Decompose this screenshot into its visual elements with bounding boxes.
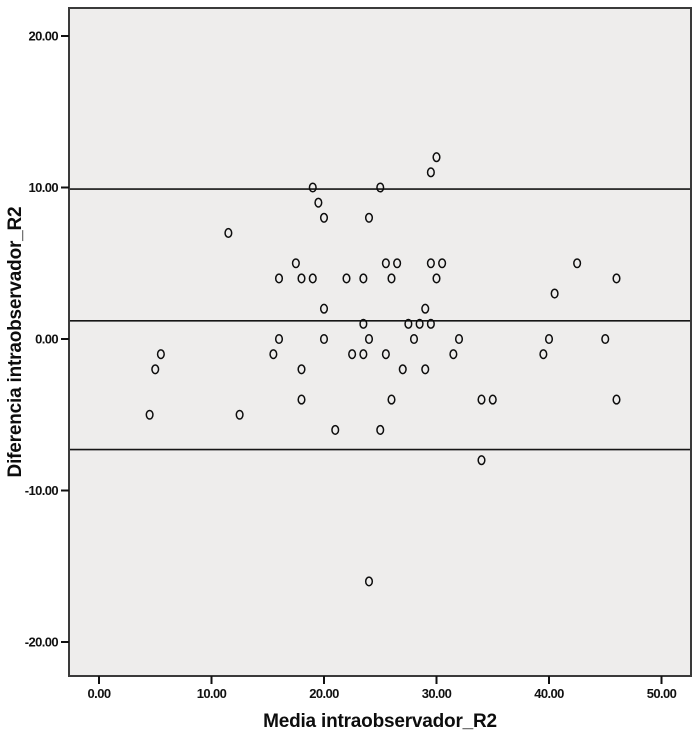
data-point-marker	[550, 288, 559, 299]
data-point-marker	[359, 349, 368, 360]
data-point-marker	[393, 258, 402, 269]
data-point-marker	[319, 212, 329, 223]
data-point-marker	[274, 273, 284, 284]
data-point-marker	[488, 394, 497, 405]
data-point-marker	[539, 349, 548, 360]
x-tick-label: 10.00	[197, 686, 227, 701]
data-point-marker	[376, 182, 385, 193]
data-point-marker	[438, 258, 447, 269]
y-tick-label: 0.00	[35, 332, 58, 347]
y-tick-label: -20.00	[25, 635, 59, 650]
data-point-marker	[426, 167, 435, 178]
data-point-marker	[359, 273, 368, 284]
data-point-marker	[421, 364, 430, 375]
data-point-marker	[297, 273, 306, 284]
data-point-marker	[359, 318, 368, 329]
data-point-marker	[151, 364, 160, 375]
data-point-marker	[421, 303, 430, 314]
data-point-marker	[409, 333, 419, 345]
data-point-marker	[477, 455, 486, 466]
data-point-marker	[387, 394, 396, 405]
data-point-marker	[612, 273, 621, 284]
data-point-marker	[381, 349, 390, 360]
y-tick-label: 10.00	[28, 180, 58, 195]
data-point-marker	[342, 273, 351, 284]
data-point-marker	[235, 409, 244, 420]
data-point-marker	[398, 364, 407, 375]
data-point-marker	[573, 258, 582, 269]
data-point-marker	[364, 576, 374, 587]
data-point-marker	[432, 273, 441, 284]
data-point-marker	[477, 394, 486, 405]
data-point-marker	[314, 197, 323, 208]
data-point-marker	[274, 333, 284, 345]
x-axis-label: Media intraobservador_R2	[263, 711, 497, 732]
data-point-marker	[319, 333, 329, 345]
data-point-marker	[426, 258, 435, 269]
data-point-marker	[308, 182, 317, 193]
data-point-marker	[449, 349, 458, 360]
plot-border	[68, 7, 692, 677]
data-point-marker	[364, 212, 374, 223]
data-point-marker	[224, 227, 233, 238]
data-point-marker	[426, 318, 435, 329]
y-tick-label: -10.00	[25, 483, 59, 498]
data-point-marker	[308, 273, 317, 284]
data-point-marker	[415, 318, 424, 329]
data-point-marker	[331, 424, 340, 435]
data-point-marker	[156, 349, 165, 360]
data-point-marker	[381, 258, 390, 269]
y-tick-label: 20.00	[28, 29, 58, 44]
data-point-marker	[387, 273, 396, 284]
data-point-marker	[269, 349, 278, 360]
x-tick-label: 40.00	[534, 686, 564, 701]
data-point-marker	[432, 152, 441, 163]
x-tick-label: 20.00	[309, 686, 339, 701]
data-point-marker	[544, 333, 554, 345]
y-axis-label: Diferencia intraobservador_R2	[5, 206, 26, 478]
data-point-marker	[145, 409, 154, 420]
data-point-marker	[297, 364, 306, 375]
x-tick-label: 0.00	[88, 686, 111, 701]
data-point-marker	[348, 349, 357, 360]
data-point-marker	[404, 318, 413, 329]
data-point-marker	[612, 394, 621, 405]
data-point-marker	[364, 333, 374, 345]
x-tick-label: 50.00	[647, 686, 677, 701]
data-point-marker	[319, 303, 329, 314]
data-point-marker	[376, 424, 385, 435]
data-point-marker	[601, 333, 610, 345]
plot-background	[69, 8, 691, 676]
data-point-marker	[454, 333, 464, 345]
x-tick-label: 30.00	[422, 686, 452, 701]
data-point-marker	[297, 394, 306, 405]
data-point-marker	[291, 258, 300, 269]
